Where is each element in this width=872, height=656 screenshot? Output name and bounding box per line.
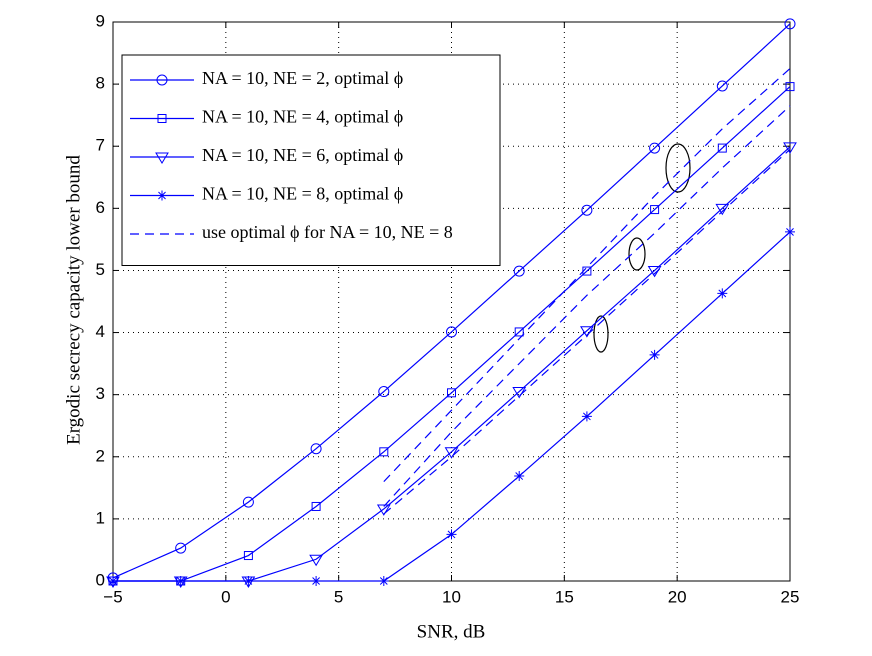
x-tick-label: 5 bbox=[334, 587, 343, 606]
marker bbox=[379, 447, 389, 457]
series-line bbox=[112, 23, 791, 579]
y-tick-label: 6 bbox=[96, 198, 105, 217]
series-line bbox=[383, 68, 791, 483]
y-tick-label: 4 bbox=[96, 322, 105, 341]
marker bbox=[783, 142, 797, 154]
marker bbox=[514, 327, 524, 337]
marker bbox=[242, 496, 254, 508]
x-axis-label: SNR, dB bbox=[417, 621, 486, 642]
y-tick-label: 8 bbox=[96, 74, 105, 93]
marker bbox=[311, 576, 322, 586]
marker bbox=[446, 529, 457, 540]
marker bbox=[581, 411, 592, 422]
series-line bbox=[113, 86, 791, 582]
y-tick-label: 9 bbox=[96, 11, 105, 30]
marker bbox=[155, 152, 169, 164]
legend-label: NA = 10, NE = 4, optimal ϕ bbox=[202, 107, 403, 127]
y-axis-label: Ergodic secrecy capacity lower bound bbox=[63, 155, 84, 445]
axes-box bbox=[112, 21, 791, 582]
marker bbox=[175, 576, 186, 586]
x-tick-label: 20 bbox=[668, 587, 687, 606]
marker bbox=[311, 501, 321, 511]
marker bbox=[446, 326, 457, 338]
legend-box bbox=[121, 54, 501, 266]
y-tick-label: 3 bbox=[96, 384, 105, 403]
y-tick-label: 0 bbox=[96, 570, 105, 589]
marker bbox=[514, 471, 525, 482]
legend-label: use optimal ϕ for NA = 10, NE = 8 bbox=[202, 222, 453, 242]
marker bbox=[444, 447, 459, 459]
marker bbox=[785, 82, 795, 92]
marker bbox=[309, 554, 323, 567]
marker bbox=[650, 205, 660, 215]
x-tick-label: −5 bbox=[103, 587, 122, 606]
marker bbox=[785, 226, 795, 237]
marker bbox=[649, 349, 660, 360]
annotation-ellipse bbox=[665, 143, 691, 193]
marker bbox=[156, 74, 168, 86]
legend-label: NA = 10, NE = 2, optimal ϕ bbox=[202, 68, 403, 88]
marker bbox=[581, 204, 593, 216]
x-tick-label: 15 bbox=[555, 587, 574, 606]
x-tick-label: 0 bbox=[221, 587, 230, 606]
marker bbox=[717, 143, 727, 153]
marker bbox=[243, 576, 254, 586]
marker bbox=[513, 265, 525, 277]
x-tick-label: 10 bbox=[442, 587, 461, 606]
marker bbox=[784, 18, 796, 30]
y-tick-label: 5 bbox=[96, 260, 105, 279]
marker bbox=[157, 190, 167, 201]
marker bbox=[243, 551, 253, 561]
marker bbox=[157, 114, 167, 123]
marker bbox=[108, 576, 118, 586]
marker bbox=[378, 576, 389, 586]
marker bbox=[175, 542, 187, 554]
y-tick-label: 7 bbox=[96, 136, 105, 155]
annotation-ellipse bbox=[593, 315, 609, 353]
y-tick-label: 2 bbox=[96, 446, 105, 465]
marker bbox=[447, 388, 456, 398]
y-tick-label: 1 bbox=[96, 508, 105, 527]
marker bbox=[310, 443, 322, 455]
marker bbox=[376, 504, 391, 516]
legend-label: NA = 10, NE = 8, optimal ϕ bbox=[202, 184, 403, 204]
marker bbox=[378, 386, 390, 398]
marker bbox=[716, 80, 728, 92]
marker bbox=[717, 288, 728, 299]
x-tick-label: 25 bbox=[781, 587, 800, 606]
marker bbox=[649, 142, 661, 154]
annotation-ellipse bbox=[628, 237, 646, 271]
series-line bbox=[383, 148, 791, 515]
series-line bbox=[383, 105, 791, 507]
legend-label: NA = 10, NE = 6, optimal ϕ bbox=[202, 145, 403, 165]
